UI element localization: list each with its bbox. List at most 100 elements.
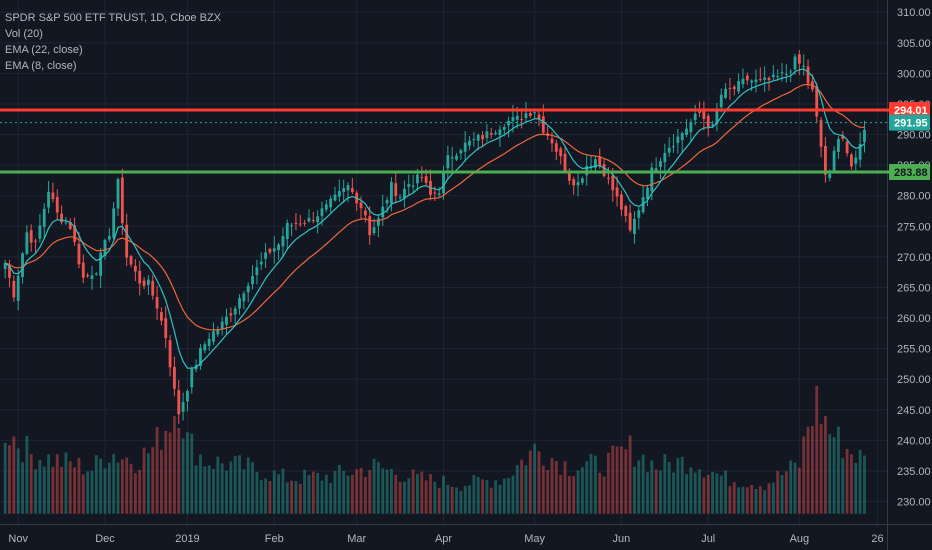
volume-bar: [455, 487, 458, 514]
candle: [485, 124, 489, 142]
candle: [463, 131, 467, 162]
legend-symbol-title[interactable]: SPDR S&P 500 ETF TRUST, 1D, Cboe BZX: [5, 12, 222, 24]
candle-body: [845, 141, 849, 154]
candle-body: [212, 331, 215, 342]
candle: [216, 326, 220, 337]
volume-bar: [159, 449, 163, 514]
candle-body: [107, 236, 111, 240]
candle: [21, 251, 24, 284]
candle-body: [173, 366, 176, 389]
candle: [728, 77, 732, 101]
candle-body: [303, 222, 307, 224]
candle-body: [815, 86, 819, 117]
ema-8-line: [4, 68, 865, 369]
candle: [129, 254, 133, 268]
volume-bar: [732, 482, 736, 514]
candle-body: [567, 170, 571, 181]
candle-body: [732, 86, 736, 90]
candle-body: [372, 227, 376, 234]
candle: [34, 238, 37, 253]
x-tick-label: May: [524, 533, 545, 545]
x-tick-label: Jun: [613, 533, 631, 545]
candle-body: [25, 232, 29, 254]
candle-body: [784, 73, 788, 75]
volume-bar: [641, 454, 645, 514]
candle-body: [676, 136, 680, 143]
volume-bar: [229, 461, 233, 514]
candle-body: [724, 88, 728, 98]
volume-bar: [780, 475, 784, 514]
candle: [667, 137, 671, 157]
x-tick-label: Aug: [790, 533, 810, 545]
candle: [255, 259, 259, 285]
candle-body: [450, 157, 454, 159]
candle: [346, 182, 350, 203]
volume-bar: [346, 475, 350, 514]
y-tick-label: 245.00: [897, 405, 931, 417]
volume-bar: [381, 468, 385, 514]
candle: [112, 202, 116, 241]
volume-bar: [489, 487, 493, 514]
legend-ema-slow[interactable]: EMA (22, close): [5, 44, 83, 56]
candle-body: [103, 240, 107, 257]
candle: [94, 272, 98, 276]
candle-body: [637, 210, 641, 218]
volume-bar: [797, 467, 801, 514]
support-price-tag: [889, 163, 930, 180]
candle-body: [8, 266, 11, 278]
candle: [272, 236, 276, 264]
candle-body: [329, 198, 333, 208]
volume-bar: [598, 472, 602, 514]
y-tick-label: 255.00: [897, 344, 931, 356]
volume-bar: [285, 482, 289, 514]
chart-legend: SPDR S&P 500 ETF TRUST, 1D, Cboe BZX Vol…: [5, 10, 221, 74]
volume-bar: [611, 445, 615, 514]
candle-body: [433, 192, 437, 194]
volume-bar: [524, 465, 528, 514]
volume-bar: [251, 462, 254, 514]
volume-bar: [398, 481, 402, 514]
candle: [181, 392, 185, 421]
volume-bar: [676, 458, 680, 514]
volume-bar: [567, 476, 571, 514]
candle-body: [502, 127, 506, 130]
candle-body: [459, 150, 463, 154]
candle: [350, 177, 354, 195]
candle-body: [758, 79, 762, 81]
candle: [363, 207, 367, 223]
candle: [750, 79, 754, 92]
candle: [246, 282, 250, 303]
legend-ema-fast[interactable]: EMA (8, close): [5, 60, 77, 72]
candle: [685, 119, 688, 138]
candle: [702, 101, 706, 131]
candle-body: [112, 208, 116, 238]
candle-body: [646, 187, 649, 200]
candle: [754, 69, 758, 93]
candle: [242, 290, 246, 310]
candle: [298, 214, 302, 227]
volume-bar: [615, 446, 619, 514]
candle: [311, 211, 315, 224]
candle-body: [390, 182, 393, 204]
candle: [329, 195, 333, 213]
candle: [107, 228, 111, 243]
candle: [845, 138, 849, 157]
volume-bar: [754, 488, 758, 514]
candle-body: [754, 79, 758, 83]
candle-body: [120, 177, 124, 224]
candle: [225, 308, 228, 336]
volume-bar: [784, 471, 788, 514]
candle-body: [363, 210, 367, 216]
candle-body: [437, 193, 441, 195]
candle-body: [728, 88, 732, 90]
candle: [858, 132, 862, 168]
legend-volume[interactable]: Vol (20): [5, 28, 43, 40]
volume-bar: [34, 469, 37, 514]
volume-bar: [750, 484, 754, 514]
candle-body: [73, 225, 77, 242]
candle-body: [680, 133, 684, 141]
volume-bar: [212, 468, 215, 514]
volume-bar: [120, 459, 124, 514]
volume-bar: [268, 480, 272, 514]
